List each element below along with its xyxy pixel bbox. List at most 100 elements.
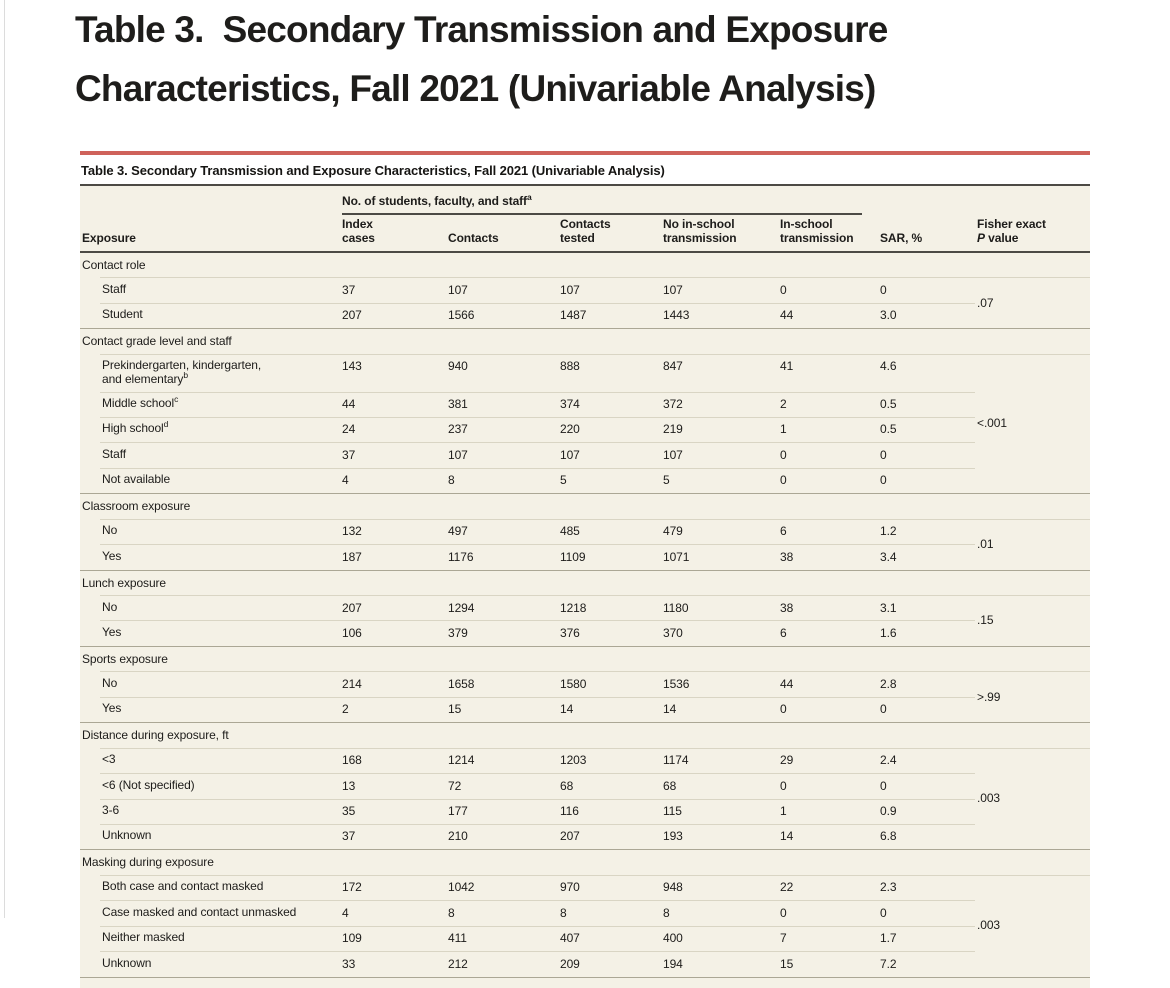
row-label: High schoold: [80, 416, 340, 442]
cell-index-cases: 44: [340, 391, 446, 417]
section-header-row: Classroom exposure: [80, 493, 1091, 518]
table-row: Case masked and contact unmasked 4 8 8 8 0 0: [80, 900, 1090, 925]
cell-in-school-transmission: 44: [778, 671, 879, 696]
cell-in-school-transmission: 0: [778, 773, 879, 798]
cell-no-in-school-transmission: 115: [661, 798, 778, 824]
cell-sar-pct: 2.3: [878, 874, 976, 900]
cell-in-school-transmission: 7: [778, 925, 879, 951]
row-label: Unknown: [80, 823, 340, 849]
spanner-cell: No. of students, faculty, and staffa: [340, 186, 878, 215]
row-label: No: [80, 595, 340, 620]
cell-no-in-school-transmission: 479: [661, 518, 778, 544]
cell-in-school-transmission: 44: [778, 302, 879, 328]
row-label: Case masked and contact unmasked: [80, 900, 340, 925]
cell-no-in-school-transmission: 1180: [661, 595, 778, 620]
cell-no-in-school-transmission: 219: [661, 416, 778, 442]
section-label: Distance during exposure, ft: [80, 722, 1091, 747]
cell-index-cases: 172: [340, 874, 446, 900]
section-label: Masking during exposure: [80, 849, 1091, 874]
cell-contacts: 212: [446, 951, 558, 976]
cell-sar-pct: 2.4: [878, 747, 976, 773]
cell-sar-pct: 4.6: [878, 353, 976, 392]
cell-contacts: 210: [446, 823, 558, 849]
table-row: Yes 106 379 376 370 6 1.6: [80, 620, 1090, 645]
cell-sar-pct: 0: [878, 696, 976, 722]
row-label: Yes: [80, 544, 340, 569]
cell-sar-pct: 6.8: [878, 823, 976, 849]
cell-contacts-tested: 5: [558, 467, 661, 493]
cell-no-in-school-transmission: 372: [661, 391, 778, 417]
row-label: Staff: [80, 442, 340, 467]
row-label: 3-6: [80, 798, 340, 824]
cell-index-cases: 37: [340, 277, 446, 302]
table-row: Both case and contact masked 172 1042 970 94…: [80, 874, 1091, 932]
cell-contacts: 1214: [446, 747, 558, 773]
cell-contacts-tested: 1218: [558, 595, 661, 620]
column-header-sar-pct: SAR, %: [878, 215, 976, 253]
cell-no-in-school-transmission: 194: [661, 951, 778, 976]
cell-contacts-tested: 220: [558, 416, 661, 442]
cell-sar-pct: 0: [878, 442, 976, 467]
cell-no-in-school-transmission: 1071: [661, 544, 778, 569]
cell-index-cases: 35: [340, 798, 446, 824]
cell-contacts: 1294: [446, 595, 558, 620]
section-label: Sports exposure: [80, 645, 1091, 671]
column-header-exposure: Exposure: [80, 215, 340, 253]
cell-index-cases: 24: [340, 416, 446, 442]
row-label: Both case and contact masked: [80, 874, 340, 900]
section-lunch-exposure: Lunch exposure No 207 1294 1218 1180 38 3.1.15 Y…: [80, 569, 1091, 646]
row-label: Prekindergarten, kindergarten, and elemen…: [80, 353, 340, 392]
section-contact-role: Contact role Staff 37 107 107 107 0 0.07 Student…: [80, 253, 1091, 328]
section-distance-during-exposure-ft: Distance during exposure, ft <3 168 1214 120…: [80, 722, 1091, 849]
cell-sar-pct: 1.6: [878, 620, 976, 645]
row-label: Neither masked: [80, 925, 340, 951]
cell-contacts-tested: 376: [558, 620, 661, 645]
cell-in-school-transmission: 2: [778, 391, 879, 417]
cell-no-in-school-transmission: 107: [661, 442, 778, 467]
cell-no-in-school-transmission: 14: [661, 696, 778, 722]
table-row: Neither masked 109 411 407 400 7 1.7: [80, 925, 1090, 951]
cell-index-cases: 2: [340, 696, 446, 722]
cell-no-in-school-transmission: 193: [661, 823, 778, 849]
cell-no-in-school-transmission: 400: [661, 925, 778, 951]
section-header-row: Distance during exposure, ft: [80, 722, 1091, 747]
section-header-row: Sports exposure: [80, 645, 1091, 671]
table-row: <6 (Not specified) 13 72 68 68 0 0: [80, 773, 1090, 798]
cell-contacts: 107: [446, 442, 558, 467]
table3-figure: Table 3. Secondary Transmission and Expo…: [80, 151, 1091, 988]
cell-in-school-transmission: 0: [778, 467, 879, 493]
cell-contacts: 8: [446, 467, 558, 493]
cell-no-in-school-transmission: 68: [661, 773, 778, 798]
spanner-blank-cell: [80, 186, 340, 215]
cell-sar-pct: 0: [878, 467, 976, 493]
table-title: Table 3. Secondary Transmission and Expo…: [80, 155, 1090, 184]
cell-in-school-transmission: 29: [778, 747, 879, 773]
table-row: Yes 2 15 14 14 0 0: [80, 696, 1090, 722]
cell-contacts-tested: 14: [558, 696, 661, 722]
section-label: Lunch exposure: [80, 569, 1091, 595]
table-row: Student 207 1566 1487 1443 44 3.0: [80, 302, 1090, 328]
cell-in-school-transmission: 0: [778, 696, 879, 722]
cell-in-school-transmission: 22: [778, 874, 879, 900]
cell-no-in-school-transmission: 847: [661, 353, 778, 392]
cell-index-cases: 207: [340, 595, 446, 620]
column-header-index-cases: Index cases: [340, 215, 446, 253]
cell-contacts-tested: 374: [558, 391, 661, 417]
cell-contacts-tested: 8: [558, 900, 661, 925]
cell-index-cases: 143: [340, 353, 446, 392]
cell-in-school-transmission: 6: [778, 620, 879, 645]
cell-index-cases: 33: [340, 951, 446, 976]
cell-p-value: .003: [975, 874, 1091, 977]
row-label: <3: [80, 747, 340, 773]
cell-contacts: 107: [446, 277, 558, 302]
cell-contacts-tested: 209: [558, 951, 661, 976]
cell-p-value: <.001: [975, 353, 1091, 494]
row-label: Student: [80, 302, 340, 328]
cell-sar-pct: 2.8: [878, 671, 976, 696]
row-label: <6 (Not specified): [80, 773, 340, 798]
cell-index-cases: 106: [340, 620, 446, 645]
cell-no-in-school-transmission: 1536: [661, 671, 778, 696]
cell-in-school-transmission: 6: [778, 518, 879, 544]
cell-sar-pct: 0.5: [878, 391, 976, 417]
cell-contacts-tested: 107: [558, 277, 661, 302]
